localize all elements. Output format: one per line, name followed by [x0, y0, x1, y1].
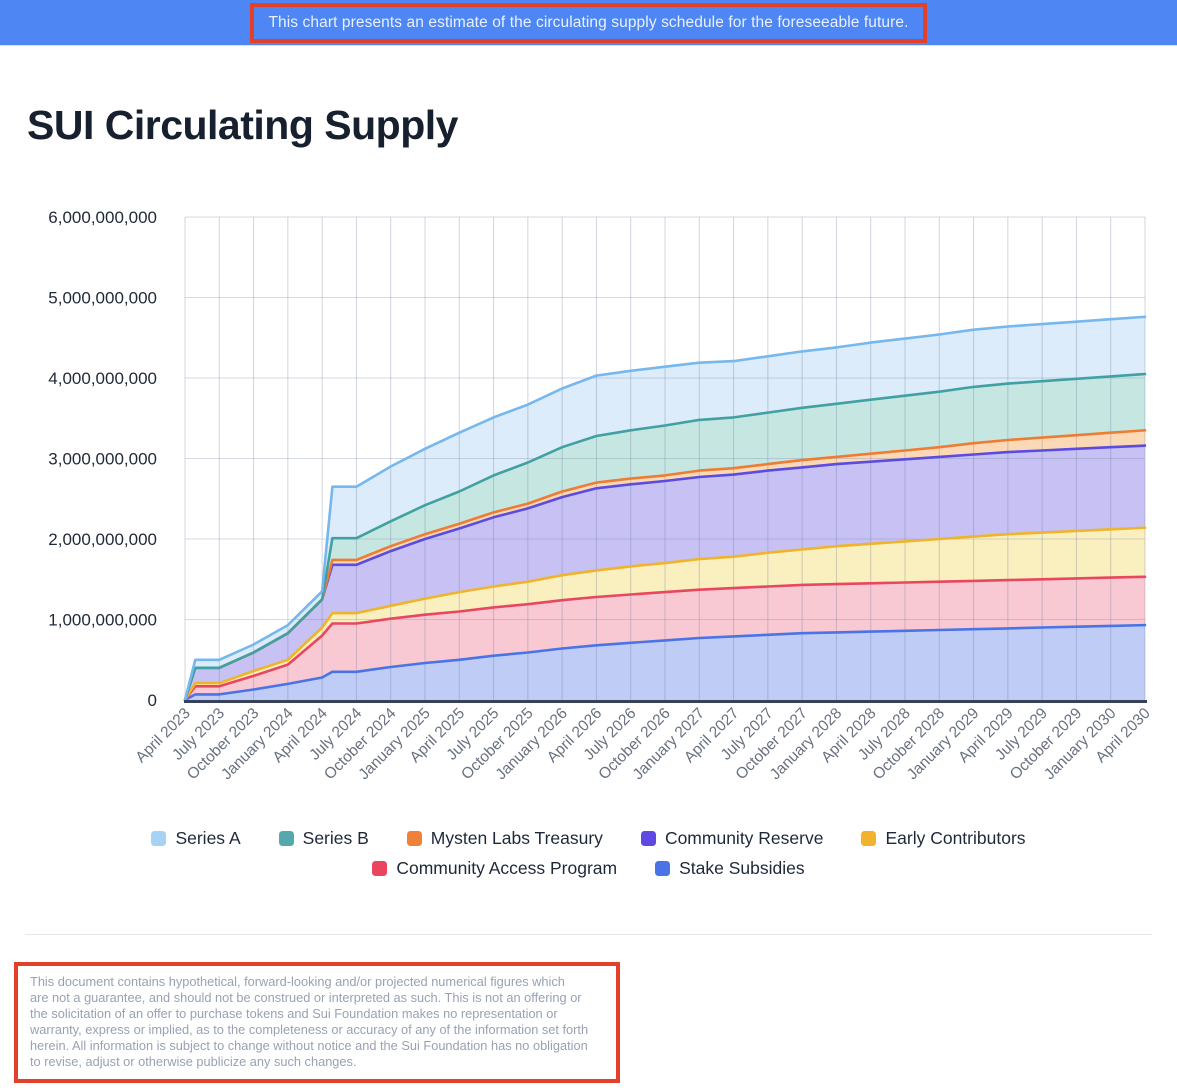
- disclaimer-box: This document contains hypothetical, for…: [14, 962, 620, 1083]
- area-series-a: [185, 316, 1145, 700]
- legend-label: Series B: [302, 828, 369, 848]
- line-series-b: [183, 372, 1147, 702]
- top-banner: This chart presents an estimate of the c…: [0, 0, 1177, 46]
- legend-row: Community Access Program Stake Subsidies: [372, 858, 805, 879]
- divider: [25, 934, 1152, 935]
- line-stake-subsidies: [183, 623, 1147, 702]
- legend-item-mysten-labs-treasury: Mysten Labs Treasury: [406, 828, 603, 849]
- area-series-b: [185, 374, 1145, 700]
- legend-swatch-series-a: [151, 831, 167, 846]
- disclaimer-line: This document contains hypothetical, for…: [30, 974, 565, 989]
- banner-highlight-box: This chart presents an estimate of the c…: [250, 2, 927, 43]
- legend-label: Community Reserve: [664, 828, 824, 848]
- legend-label: Early Contributors: [885, 828, 1026, 848]
- disclaimer-line: the solicitation of an offer to purchase…: [30, 1006, 558, 1021]
- legend-row: Series A Series B Mysten Labs Treasury Comm…: [151, 828, 1026, 849]
- legend-item-community-access-program: Community Access Program: [372, 858, 617, 879]
- chart-gridlines: [184, 216, 1146, 700]
- legend-swatch-mysten-labs-treasury: [406, 831, 422, 846]
- line-community-access-program: [183, 575, 1147, 702]
- legend-swatch-community-access-program: [372, 861, 388, 876]
- banner-text: This chart presents an estimate of the c…: [268, 13, 909, 31]
- chart-legend: Series A Series B Mysten Labs Treasury Comm…: [0, 828, 1177, 879]
- legend-label: Community Access Program: [396, 858, 618, 878]
- legend-item-early-contributors: Early Contributors: [861, 828, 1026, 849]
- legend-label: Mysten Labs Treasury: [430, 828, 603, 848]
- y-tick-label: 6,000,000,000: [48, 208, 157, 227]
- legend-swatch-series-b: [278, 831, 294, 846]
- disclaimer-line: to revise, adjust or otherwise publicize…: [30, 1054, 357, 1069]
- y-tick-label: 2,000,000,000: [48, 530, 157, 549]
- legend-item-series-b: Series B: [278, 828, 369, 849]
- legend-label: Stake Subsidies: [679, 858, 805, 878]
- disclaimer-line: warranty, express or implied, as to the …: [30, 1022, 589, 1037]
- disclaimer-line: are not a guarantee, and should not be c…: [30, 990, 582, 1005]
- legend-label: Series A: [175, 828, 241, 848]
- area-community-access-program: [185, 576, 1145, 700]
- legend-item-stake-subsidies: Stake Subsidies: [655, 858, 805, 879]
- area-early-contributors: [185, 527, 1145, 700]
- page-title: SUI Circulating Supply: [27, 102, 458, 148]
- y-tick-label: 4,000,000,000: [48, 369, 157, 388]
- y-tick-label: 5,000,000,000: [48, 289, 157, 308]
- legend-swatch-early-contributors: [861, 831, 877, 846]
- legend-item-community-reserve: Community Reserve: [640, 828, 824, 849]
- y-tick-label: 3,000,000,000: [48, 450, 157, 469]
- area-stake-subsidies: [185, 625, 1145, 700]
- area-community-reserve: [185, 445, 1145, 700]
- line-series-a: [183, 315, 1147, 702]
- legend-item-series-a: Series A: [151, 828, 241, 849]
- legend-swatch-stake-subsidies: [655, 861, 671, 876]
- chart-area-borders: [183, 315, 1147, 702]
- line-early-contributors: [183, 526, 1147, 702]
- y-tick-label: 0: [148, 691, 157, 710]
- legend-swatch-community-reserve: [640, 831, 656, 846]
- y-tick-label: 1,000,000,000: [48, 611, 157, 630]
- chart-areas: [185, 316, 1145, 700]
- disclaimer-line: herein. All information is subject to ch…: [30, 1038, 588, 1053]
